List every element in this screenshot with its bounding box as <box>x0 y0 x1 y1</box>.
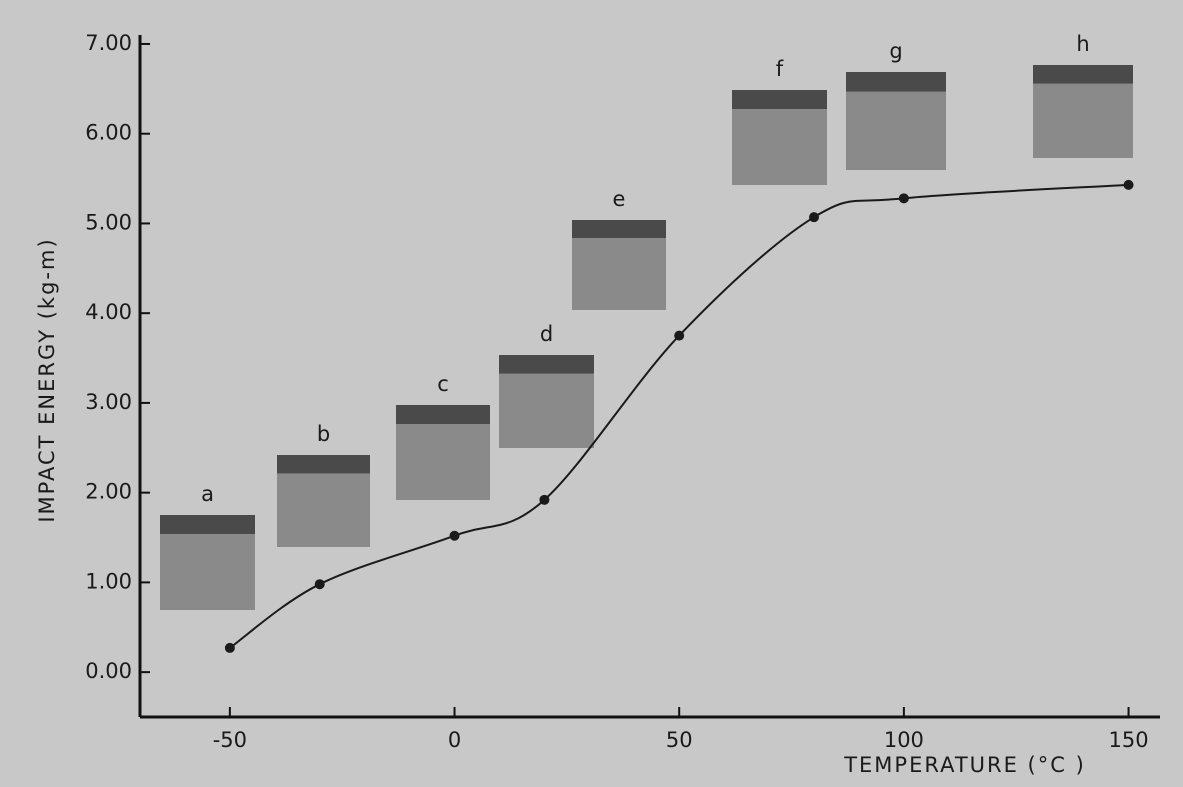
specimen-notch <box>277 455 370 473</box>
y-axis-label: IMPACT ENERGY (kg-m) <box>35 237 59 522</box>
y-tick-label: 5.00 <box>85 210 132 234</box>
y-tick-label: 7.00 <box>85 31 132 55</box>
data-point <box>674 331 684 341</box>
data-point <box>809 212 819 222</box>
data-point <box>450 531 460 541</box>
specimen-label: f <box>776 57 784 81</box>
y-tick-label: 1.00 <box>85 569 132 593</box>
y-tick-label: 0.00 <box>85 659 132 683</box>
x-tick-label: 50 <box>666 728 693 752</box>
specimen-notch <box>1033 65 1133 84</box>
y-tick-label: 4.00 <box>85 300 132 324</box>
specimen-label: e <box>613 187 626 211</box>
specimen-notch <box>396 405 490 424</box>
y-tick-label: 6.00 <box>85 121 132 145</box>
specimen-label: b <box>317 422 330 446</box>
x-tick-label: 0 <box>448 728 461 752</box>
data-point <box>225 643 235 653</box>
specimen-label: h <box>1076 32 1089 56</box>
data-point <box>315 579 325 589</box>
data-point <box>899 193 909 203</box>
x-tick-label: -50 <box>213 728 247 752</box>
specimen-notch <box>499 355 594 374</box>
specimen-label: d <box>540 322 553 346</box>
y-tick-label: 3.00 <box>85 390 132 414</box>
specimen-label: c <box>437 372 449 396</box>
x-tick-label: 100 <box>884 728 924 752</box>
specimen-notch <box>160 515 255 534</box>
x-tick-label: 150 <box>1108 728 1148 752</box>
specimen-notch <box>846 72 946 92</box>
x-axis-label: TEMPERATURE (°C ) <box>843 753 1086 777</box>
data-point <box>539 495 549 505</box>
y-tick-label: 2.00 <box>85 480 132 504</box>
specimen-notch <box>572 220 666 238</box>
specimen-label: a <box>201 482 214 506</box>
specimen-label: g <box>889 39 902 63</box>
specimen-notch <box>732 90 827 109</box>
data-point <box>1124 180 1134 190</box>
chart: IMPACT ENERGY (kg-m) TEMPERATURE (°C ) 0… <box>0 0 1183 787</box>
